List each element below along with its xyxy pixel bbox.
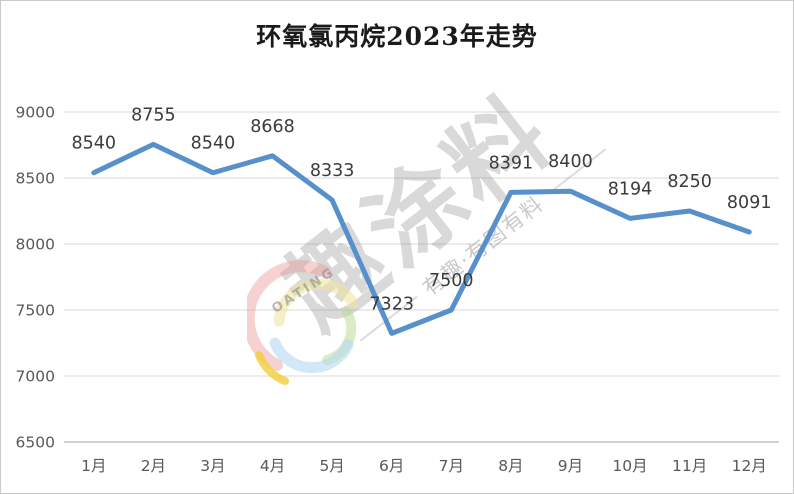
data-label: 8400 — [548, 152, 593, 172]
data-label: 8194 — [608, 179, 653, 199]
y-tick-label: 6500 — [16, 434, 55, 452]
x-axis-label: 4月 — [260, 457, 285, 475]
y-tick-label: 8000 — [16, 236, 55, 254]
data-label: 8540 — [72, 134, 117, 154]
x-axis-label: 5月 — [319, 457, 344, 475]
x-axis-label: 12月 — [732, 457, 767, 475]
data-label: 8668 — [250, 117, 295, 137]
data-label: 8755 — [131, 105, 176, 125]
x-axis-label: 11月 — [672, 457, 707, 475]
x-axis-label: 8月 — [498, 457, 523, 475]
x-axis-label: 6月 — [379, 457, 404, 475]
data-label: 8250 — [667, 172, 712, 192]
x-axis-label: 9月 — [558, 457, 583, 475]
x-axis-label: 1月 — [81, 457, 106, 475]
data-label: 8540 — [191, 134, 236, 154]
trend-line — [91, 141, 752, 336]
y-tick-label: 8500 — [16, 170, 55, 188]
data-label: 7500 — [429, 271, 474, 291]
x-axis-label: 3月 — [200, 457, 225, 475]
y-tick-label: 9000 — [16, 104, 55, 122]
y-tick-label: 7000 — [16, 368, 55, 386]
x-axis-label: 7月 — [439, 457, 464, 475]
data-label: 7323 — [369, 294, 414, 314]
data-label: 8091 — [727, 193, 772, 213]
data-label: 8391 — [489, 153, 534, 173]
chart-title: 环氧氯丙烷2023年走势 — [256, 22, 538, 51]
data-label: 8333 — [310, 161, 355, 181]
y-tick-label: 7500 — [16, 302, 55, 320]
x-axis-label: 2月 — [141, 457, 166, 475]
x-axis-label: 10月 — [612, 457, 647, 475]
